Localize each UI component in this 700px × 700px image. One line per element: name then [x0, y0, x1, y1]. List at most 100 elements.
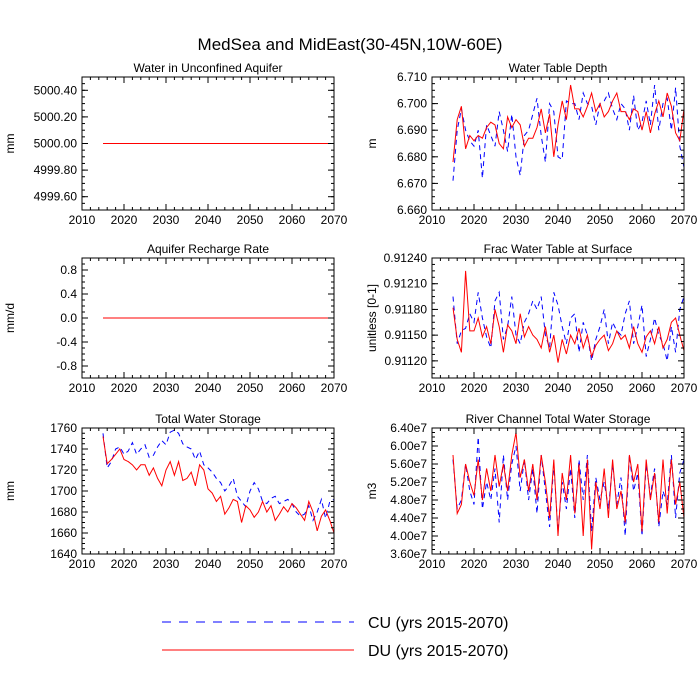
series-line-du — [452, 84, 685, 163]
y-tick-label: 5.60e7 — [390, 457, 427, 471]
x-tick-label: 2070 — [321, 213, 348, 227]
y-tick-label: 6.670 — [397, 176, 427, 190]
x-tick-label: 2050 — [587, 213, 614, 227]
panel-title: Aquifer Recharge Rate — [147, 242, 269, 256]
x-tick-label: 2050 — [237, 381, 264, 395]
y-tick-label: 0.91150 — [385, 328, 428, 342]
y-tick-label: 6.710 — [397, 70, 427, 84]
legend-label-du: DU (yrs 2015-2070) — [368, 643, 509, 660]
panel-5: Total Water Storage mm 2010 2020 2030 2040 205… — [3, 412, 348, 571]
y-tick-label: 0.0 — [60, 311, 77, 325]
x-tick-label: 2060 — [629, 213, 656, 227]
panel-title: Water Table Depth — [509, 61, 608, 75]
x-tick-label: 2010 — [69, 557, 96, 571]
series-line-du — [452, 270, 685, 363]
y-tick-label: -0.4 — [56, 335, 77, 349]
y-tick-label: 0.91210 — [384, 277, 428, 291]
panels: Water in Unconfined Aquifer mm 2010 2020 203… — [3, 61, 698, 571]
y-axis-label: mm — [3, 481, 17, 501]
y-axis-label: mm/d — [3, 303, 17, 333]
x-tick-label: 2030 — [153, 557, 180, 571]
x-tick-label: 2010 — [69, 213, 96, 227]
y-tick-label: 4.40e7 — [390, 511, 427, 525]
x-tick-label: 2040 — [195, 381, 222, 395]
y-tick-label: 5000.40 — [34, 83, 78, 97]
x-tick-label: 2010 — [419, 557, 446, 571]
y-tick-label: 1700 — [50, 484, 77, 498]
x-tick-label: 2010 — [419, 381, 446, 395]
y-tick-label: 4999.60 — [34, 190, 78, 204]
panel-title: Water in Unconfined Aquifer — [134, 61, 283, 75]
x-tick-label: 2070 — [321, 557, 348, 571]
x-tick-label: 2040 — [195, 213, 222, 227]
y-tick-label: 0.8 — [60, 263, 77, 277]
x-tick-label: 2010 — [419, 213, 446, 227]
plot-frame — [81, 427, 335, 555]
y-tick-label: 6.680 — [397, 150, 427, 164]
plot-frame — [431, 76, 685, 211]
series-line-du — [102, 436, 335, 534]
y-tick-label: 3.60e7 — [390, 547, 427, 561]
x-tick-label: 2040 — [195, 557, 222, 571]
y-tick-label: 5.20e7 — [390, 475, 427, 489]
y-tick-label: 1740 — [50, 442, 77, 456]
x-tick-label: 2050 — [237, 557, 264, 571]
legend: CU (yrs 2015-2070) DU (yrs 2015-2070) — [162, 615, 509, 660]
y-tick-label: 0.91120 — [385, 354, 428, 368]
panel-3: Aquifer Recharge Rate mm/d 2010 2020 2030 204… — [3, 242, 348, 395]
y-tick-label: 0.91240 — [384, 251, 428, 265]
panel-title: Total Water Storage — [155, 412, 261, 426]
x-tick-label: 2030 — [503, 213, 530, 227]
panel-4: Frac Water Table at Surface unitless [0-1… — [365, 242, 698, 395]
x-tick-label: 2070 — [671, 213, 698, 227]
x-tick-label: 2060 — [629, 381, 656, 395]
x-tick-label: 2010 — [69, 381, 96, 395]
y-tick-label: 1680 — [50, 505, 77, 519]
x-tick-label: 2020 — [111, 557, 138, 571]
x-tick-label: 2050 — [237, 213, 264, 227]
series-line-cu — [102, 429, 335, 522]
y-tick-label: 6.00e7 — [390, 439, 427, 453]
x-tick-label: 2030 — [153, 213, 180, 227]
x-tick-label: 2020 — [111, 381, 138, 395]
panel-2: Water Table Depth m 2010 2020 2030 2040 2050 20… — [365, 61, 698, 227]
series-line-du — [452, 432, 685, 550]
y-axis-label: unitless [0-1] — [365, 284, 379, 352]
x-tick-label: 2070 — [671, 557, 698, 571]
y-tick-label: 6.700 — [397, 97, 427, 111]
y-tick-label: 6.40e7 — [390, 421, 427, 435]
x-tick-label: 2020 — [461, 213, 488, 227]
y-axis-label: mm — [3, 134, 17, 154]
y-tick-label: 1660 — [50, 526, 77, 540]
y-axis-label: m — [365, 139, 379, 149]
x-tick-label: 2050 — [587, 381, 614, 395]
x-tick-label: 2030 — [503, 557, 530, 571]
y-tick-label: 5000.00 — [34, 137, 78, 151]
y-tick-label: -0.8 — [56, 359, 77, 373]
y-tick-label: 1720 — [50, 463, 77, 477]
panel-1: Water in Unconfined Aquifer mm 2010 2020 203… — [3, 61, 348, 227]
x-tick-label: 2030 — [503, 381, 530, 395]
x-tick-label: 2060 — [279, 557, 306, 571]
x-tick-label: 2070 — [671, 381, 698, 395]
x-tick-label: 2060 — [279, 213, 306, 227]
x-tick-label: 2060 — [279, 381, 306, 395]
y-tick-label: 0.4 — [60, 287, 77, 301]
x-tick-label: 2060 — [629, 557, 656, 571]
x-tick-label: 2040 — [545, 557, 572, 571]
y-axis-label: m3 — [365, 482, 379, 499]
x-tick-label: 2030 — [153, 381, 180, 395]
x-tick-label: 2020 — [461, 557, 488, 571]
y-tick-label: 1760 — [50, 421, 77, 435]
y-tick-label: 6.690 — [397, 123, 427, 137]
x-tick-label: 2040 — [545, 213, 572, 227]
x-tick-label: 2020 — [111, 213, 138, 227]
y-tick-label: 4999.80 — [34, 163, 78, 177]
x-tick-label: 2050 — [587, 557, 614, 571]
x-tick-label: 2020 — [461, 381, 488, 395]
legend-label-cu: CU (yrs 2015-2070) — [368, 615, 509, 632]
y-tick-label: 5000.20 — [34, 110, 78, 124]
panel-title: Frac Water Table at Surface — [484, 242, 633, 256]
y-tick-label: 1640 — [50, 547, 77, 561]
